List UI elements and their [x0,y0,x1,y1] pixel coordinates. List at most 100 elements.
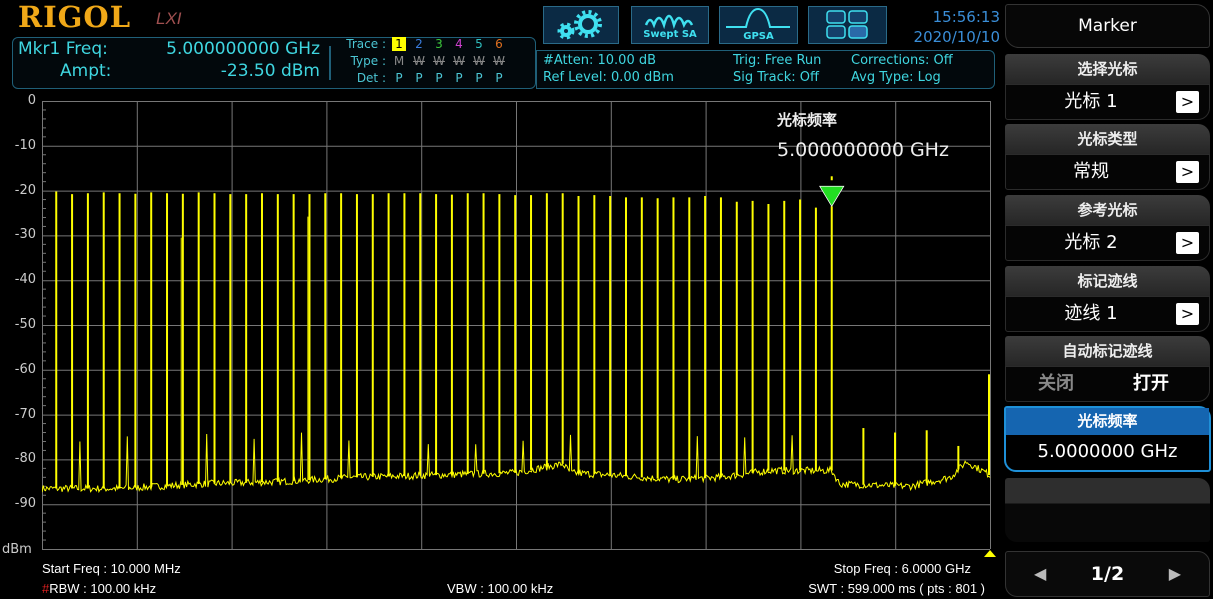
y-tick-label: -90 [14,496,36,512]
trace-label: Trace : [346,37,386,51]
y-tick-label: -40 [14,272,36,288]
avg-type: Avg Type: Log [851,70,941,85]
sig-track: Sig Track: Off [733,70,819,85]
softkey-value[interactable]: 常规 > [1005,154,1210,190]
trace-1-type: M [393,54,405,68]
layout-button[interactable] [808,6,887,44]
marker-annotation-label: 光标频率 [777,111,838,129]
trace-2-type: W [413,54,425,68]
rbw-value: RBW : 100.00 kHz [49,581,157,596]
mkr-freq-label: Mkr1 Freq: [18,39,108,59]
y-unit: dBm [2,542,32,557]
chevron-right-icon[interactable]: > [1176,232,1199,254]
trace-1-number[interactable]: 1 [392,37,406,51]
time: 15:56:13 [932,8,1000,26]
chevron-right-icon[interactable]: > [1176,161,1199,183]
gpsa-button[interactable]: GPSA [719,6,798,44]
marker-freq-title: 光标频率 [1006,408,1209,435]
ampt-value: -23.50 dBm [220,61,320,81]
softkey-value-text: 常规 [1073,161,1109,182]
prev-page-icon[interactable]: ◀ [1034,564,1047,583]
softkey-value[interactable]: 迹线 1 > [1005,296,1210,332]
trace-3-type: W [433,54,445,68]
rbw-manual-flag: # [42,581,50,596]
trace-2-det: P [415,71,423,85]
chevron-right-icon[interactable]: > [1176,303,1199,325]
rbw[interactable]: #RBW : 100.00 kHz [42,581,156,596]
y-tick-label: -80 [14,451,36,467]
auto-trace-title: 自动标记迹线 [1005,336,1210,366]
spectrum-plot[interactable] [42,101,991,551]
softkey-value-text: 迹线 1 [1064,303,1118,324]
ampt-label: Ampt: [60,61,112,81]
softkey-title: 光标类型 [1005,124,1210,154]
trace-5-type: W [473,54,485,68]
rigol-logo: RIGOL [18,0,132,34]
marker-freq-value[interactable]: 5.0000000 GHz [1037,441,1178,462]
corrections: Corrections: Off [851,53,953,68]
softkey-title: 参考光标 [1005,195,1210,225]
stop-freq[interactable]: Stop Freq : 6.0000 GHz [833,561,971,576]
softkey-value[interactable]: 光标 1 > [1005,84,1210,120]
start-freq[interactable]: Start Freq : 10.000 MHz [42,561,181,576]
empty-softkey[interactable] [1005,478,1210,542]
auto-trace-off[interactable]: 关闭 [1038,373,1074,394]
gpsa-spectrum-icon [726,7,790,28]
trace-3-number[interactable]: 3 [435,37,443,51]
swept-spectrum-icon [644,14,694,30]
trace-4-number[interactable]: 4 [455,37,463,51]
trace-2-number[interactable]: 2 [415,37,423,51]
softkey-title: 标记迹线 [1005,266,1210,296]
page-indicator: 1/2 [1090,563,1125,585]
page-nav: ◀ 1/2 ▶ [1005,551,1210,597]
status-panel [536,50,995,89]
y-tick-label: -70 [14,406,36,422]
marker-info-panel [12,37,536,89]
softkey-value-text: 光标 1 [1064,91,1118,112]
trace-4-type: W [453,54,465,68]
trace-6-det: P [495,71,503,85]
y-tick-label: -10 [14,137,36,153]
marker-freq-softkey[interactable]: 光标频率 5.0000000 GHz [1004,406,1211,472]
type-label: Type : [350,54,386,68]
trace-3-det: P [435,71,443,85]
trace-6-type: W [493,54,505,68]
softkey-value-text: 光标 2 [1064,232,1118,253]
swt[interactable]: SWT : 599.000 ms ( pts : 801 ) [808,581,985,596]
next-page-icon[interactable]: ▶ [1168,564,1181,583]
settings-button[interactable] [543,6,619,44]
trace-5-number[interactable]: 5 [475,37,483,51]
y-tick-label: 0 [27,93,36,108]
auto-trace-toggle[interactable]: 关闭 打开 [1005,366,1210,402]
vbw[interactable]: VBW : 100.00 kHz [447,581,554,596]
divider [329,46,331,80]
marker-1-icon [819,185,845,208]
menu-title: Marker [1005,4,1210,48]
trace-1-det: P [395,71,403,85]
auto-trace-on[interactable]: 打开 [1133,373,1169,394]
softkey-title: 选择光标 [1005,54,1210,84]
gears-icon [557,10,602,40]
gpsa-label: GPSA [743,31,774,42]
y-tick-label: -60 [14,361,36,377]
atten: #Atten: 10.00 dB [543,53,657,68]
chevron-right-icon[interactable]: > [1176,91,1199,113]
mkr-freq-value: 5.000000000 GHz [166,39,320,59]
clock: 15:56:13 2020/10/10 [900,7,1000,47]
y-tick-label: -50 [14,317,36,332]
y-tick-label: -20 [14,182,36,198]
swept-sa-label: Swept SA [643,29,697,40]
date: 2020/10/10 [913,28,1000,46]
det-label: Det : [356,71,386,85]
stop-marker-icon [984,550,996,557]
trace-5-det: P [475,71,483,85]
lxi-logo: LXI [156,9,182,28]
grid-icon [826,10,868,39]
softkey-value[interactable]: 光标 2 > [1005,225,1210,261]
ref-level: Ref Level: 0.00 dBm [543,70,674,85]
trace-4-det: P [455,71,463,85]
swept-sa-button[interactable]: Swept SA [631,6,709,44]
marker-annotation-value: 5.000000000 GHz [777,139,949,161]
trig: Trig: Free Run [733,53,822,68]
trace-6-number[interactable]: 6 [495,37,503,51]
